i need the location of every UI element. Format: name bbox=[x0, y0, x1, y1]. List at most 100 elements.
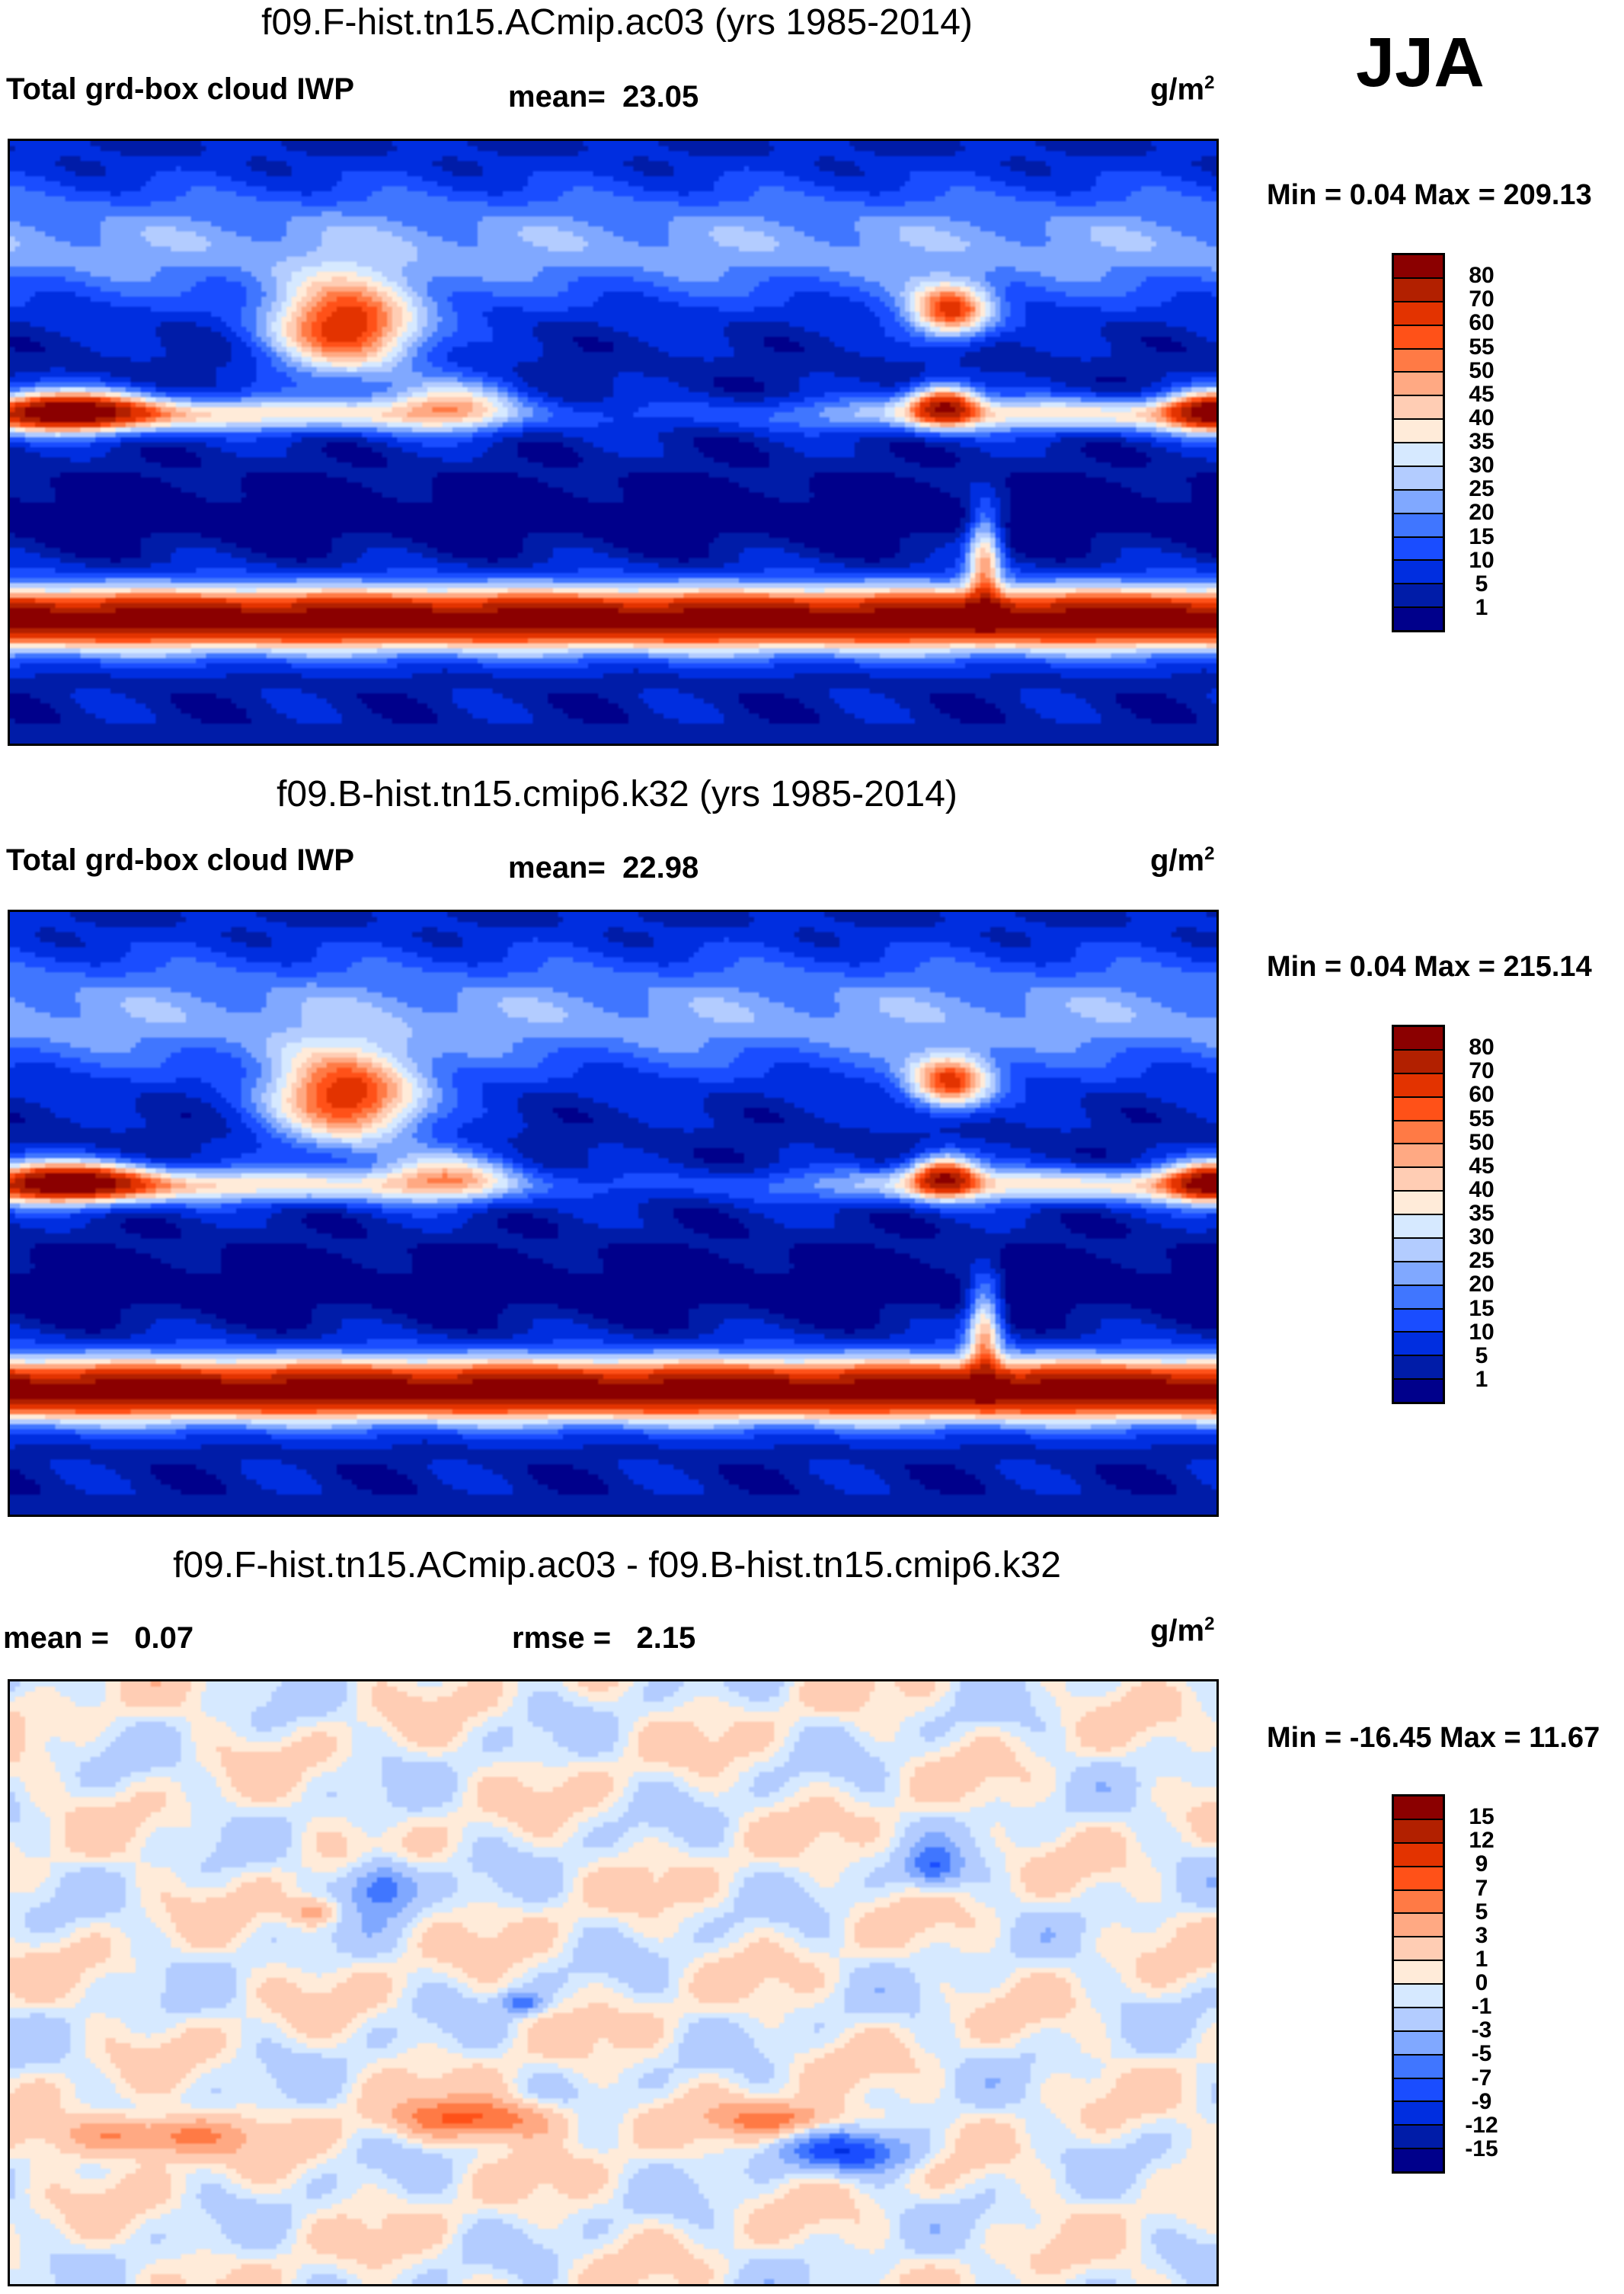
colorbar-swatch bbox=[1394, 1262, 1443, 1286]
panel2-units: g/m2 bbox=[1150, 843, 1214, 878]
panel3-rmse: rmse = 2.15 bbox=[512, 1621, 695, 1656]
colorbar-swatch bbox=[1394, 1027, 1443, 1051]
colorbar-swatch bbox=[1394, 1144, 1443, 1169]
colorbar-swatch bbox=[1394, 1890, 1443, 1915]
colorbar-swatch bbox=[1394, 1073, 1443, 1098]
colorbar-swatch bbox=[1394, 2008, 1443, 2032]
colorbar-tick-label: 5 bbox=[1475, 571, 1488, 597]
colorbar-tick-label: -12 bbox=[1465, 2112, 1498, 2138]
panel1-units: g/m2 bbox=[1150, 72, 1214, 107]
colorbar-tick-label: 20 bbox=[1469, 500, 1495, 526]
colorbar-swatch bbox=[1394, 396, 1443, 421]
colorbar-swatch bbox=[1394, 1215, 1443, 1239]
panel1-mean: mean= 23.05 bbox=[508, 80, 699, 114]
panel2-contour-field bbox=[10, 912, 1216, 1515]
colorbar-tick-label: -9 bbox=[1471, 2088, 1492, 2114]
units: g/m bbox=[1150, 72, 1205, 107]
colorbar-swatch bbox=[1394, 325, 1443, 350]
rmse-label: rmse = bbox=[512, 1621, 612, 1655]
colorbar-tick-label: 50 bbox=[1469, 357, 1495, 383]
colorbar-swatch bbox=[1394, 255, 1443, 279]
panel3-units: g/m2 bbox=[1150, 1614, 1214, 1648]
panel3-colorbar bbox=[1392, 1794, 1445, 2174]
colorbar-swatch bbox=[1394, 302, 1443, 326]
colorbar-tick-label: 55 bbox=[1469, 1105, 1495, 1131]
colorbar-tick-label: 60 bbox=[1469, 1082, 1495, 1108]
colorbar-tick-label: 40 bbox=[1469, 1176, 1495, 1202]
colorbar-swatch bbox=[1394, 1796, 1443, 1820]
mean-value: 22.98 bbox=[622, 851, 699, 885]
colorbar-tick-label: 25 bbox=[1469, 1248, 1495, 1274]
colorbar-tick-label: 7 bbox=[1475, 1875, 1488, 1901]
colorbar-swatch bbox=[1394, 1867, 1443, 1891]
colorbar-swatch bbox=[1394, 1985, 1443, 2008]
colorbar-swatch bbox=[1394, 1961, 1443, 1985]
colorbar-tick-label: 12 bbox=[1469, 1828, 1495, 1854]
colorbar-tick-label: 1 bbox=[1475, 594, 1488, 620]
panel2-map bbox=[8, 910, 1219, 1517]
colorbar-swatch bbox=[1394, 1192, 1443, 1215]
units-sup: 2 bbox=[1204, 1614, 1215, 1634]
colorbar-tick-label: 35 bbox=[1469, 1201, 1495, 1226]
colorbar-swatch bbox=[1394, 1819, 1443, 1844]
colorbar-swatch bbox=[1394, 420, 1443, 443]
colorbar-swatch bbox=[1394, 1285, 1443, 1310]
mean-value: 0.07 bbox=[134, 1621, 194, 1655]
colorbar-tick-label: 15 bbox=[1469, 523, 1495, 549]
colorbar-swatch bbox=[1394, 1380, 1443, 1402]
colorbar-tick-label: 45 bbox=[1469, 1153, 1495, 1179]
colorbar-swatch bbox=[1394, 1121, 1443, 1145]
colorbar-swatch bbox=[1394, 2078, 1443, 2103]
colorbar-tick-label: 80 bbox=[1469, 263, 1495, 289]
colorbar-tick-label: -3 bbox=[1471, 2017, 1492, 2043]
mean-label: mean= bbox=[508, 851, 606, 885]
panel2-minmax: Min = 0.04 Max = 215.14 bbox=[1267, 951, 1592, 983]
colorbar-swatch bbox=[1394, 1333, 1443, 1357]
colorbar-tick-label: 15 bbox=[1469, 1804, 1495, 1830]
colorbar-swatch bbox=[1394, 1097, 1443, 1121]
units: g/m bbox=[1150, 1614, 1205, 1648]
colorbar-tick-label: 15 bbox=[1469, 1295, 1495, 1321]
colorbar-tick-label: -15 bbox=[1465, 2136, 1498, 2161]
colorbar-swatch bbox=[1394, 2055, 1443, 2079]
panel2-variable: Total grd-box cloud IWP bbox=[6, 843, 354, 877]
rmse-value: 2.15 bbox=[636, 1621, 696, 1655]
season-label: JJA bbox=[1356, 24, 1485, 101]
mean-value: 23.05 bbox=[622, 80, 699, 114]
colorbar-tick-label: 5 bbox=[1475, 1899, 1488, 1924]
colorbar-swatch bbox=[1394, 1238, 1443, 1262]
colorbar-swatch bbox=[1394, 490, 1443, 514]
colorbar-tick-label: 30 bbox=[1469, 1224, 1495, 1250]
panel1-colorbar bbox=[1392, 253, 1445, 632]
panel3-title: f09.F-hist.tn15.ACmip.ac03 - f09.B-hist.… bbox=[173, 1545, 1061, 1585]
colorbar-swatch bbox=[1394, 1168, 1443, 1192]
colorbar-swatch bbox=[1394, 514, 1443, 538]
colorbar-swatch bbox=[1394, 443, 1443, 467]
panel1-minmax: Min = 0.04 Max = 209.13 bbox=[1267, 179, 1592, 211]
colorbar-swatch bbox=[1394, 584, 1443, 609]
colorbar-tick-label: 1 bbox=[1475, 1366, 1488, 1392]
panel1-variable: Total grd-box cloud IWP bbox=[6, 72, 354, 106]
colorbar-tick-label: 60 bbox=[1469, 310, 1495, 336]
colorbar-tick-label: 10 bbox=[1469, 1319, 1495, 1345]
panel2-colorbar bbox=[1392, 1025, 1445, 1404]
colorbar-swatch bbox=[1394, 608, 1443, 630]
colorbar-tick-label: 35 bbox=[1469, 429, 1495, 454]
colorbar-tick-label: 25 bbox=[1469, 476, 1495, 502]
colorbar-tick-label: 50 bbox=[1469, 1129, 1495, 1155]
colorbar-tick-label: 80 bbox=[1469, 1035, 1495, 1061]
colorbar-tick-label: 40 bbox=[1469, 405, 1495, 430]
panel1-title: f09.F-hist.tn15.ACmip.ac03 (yrs 1985-201… bbox=[261, 2, 973, 43]
colorbar-tick-label: -5 bbox=[1471, 2041, 1492, 2067]
colorbar-swatch bbox=[1394, 1843, 1443, 1867]
colorbar-swatch bbox=[1394, 2102, 1443, 2126]
colorbar-tick-label: 5 bbox=[1475, 1342, 1488, 1368]
mean-label: mean= bbox=[508, 80, 606, 114]
colorbar-tick-label: 70 bbox=[1469, 1058, 1495, 1084]
colorbar-swatch bbox=[1394, 466, 1443, 491]
colorbar-swatch bbox=[1394, 278, 1443, 302]
panel3-minmax: Min = -16.45 Max = 11.67 bbox=[1267, 1722, 1600, 1754]
colorbar-tick-label: 55 bbox=[1469, 334, 1495, 360]
colorbar-swatch bbox=[1394, 349, 1443, 373]
colorbar-swatch bbox=[1394, 2149, 1443, 2171]
